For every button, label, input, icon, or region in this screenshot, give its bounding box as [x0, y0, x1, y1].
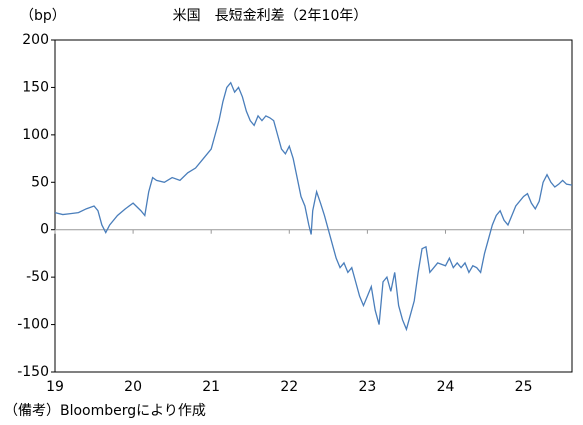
y-tick-label: 200 — [22, 32, 49, 48]
source-note: （備考）Bloombergにより作成 — [4, 403, 206, 419]
y-tick-label: 100 — [22, 127, 49, 143]
y-tick-label: -100 — [17, 317, 49, 333]
x-tick-label: 20 — [124, 379, 142, 395]
y-axis-label: （bp） — [20, 8, 66, 24]
y-tick-label: -150 — [17, 364, 49, 380]
plot-frame — [54, 39, 573, 373]
x-tick-label: 22 — [280, 379, 298, 395]
y-tick-label: -50 — [26, 269, 49, 285]
x-tick-label: 19 — [46, 379, 64, 395]
x-tick-label: 23 — [358, 379, 376, 395]
x-tick-label: 24 — [437, 379, 455, 395]
x-tick-label: 21 — [202, 379, 220, 395]
y-tick-label: 50 — [31, 174, 49, 190]
x-tick-label: 25 — [515, 379, 533, 395]
y-tick-label: 150 — [22, 79, 49, 95]
data-line — [54, 81, 573, 332]
y-tick-label: 0 — [40, 222, 49, 238]
chart-title: 米国 長短金利差（2年10年） — [173, 8, 368, 24]
